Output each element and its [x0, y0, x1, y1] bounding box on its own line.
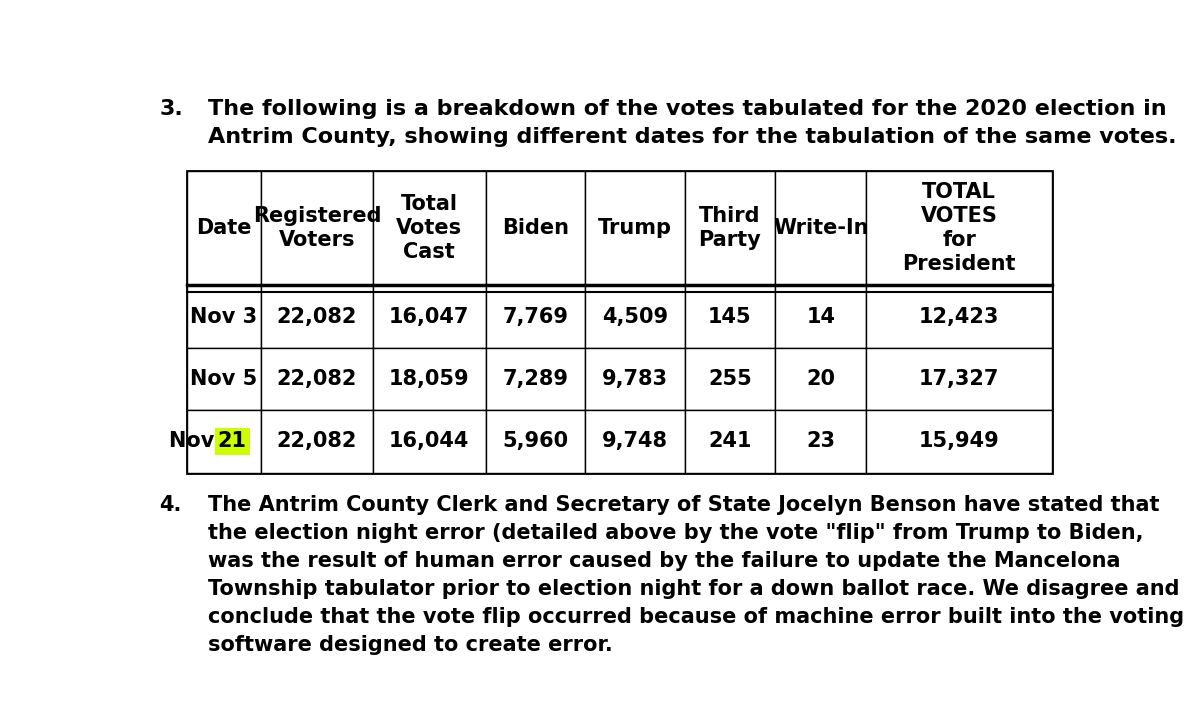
- Text: Trump: Trump: [598, 218, 672, 238]
- Text: 21: 21: [218, 431, 247, 451]
- Text: Nov 3: Nov 3: [191, 307, 258, 327]
- Text: 5,960: 5,960: [503, 431, 569, 451]
- Bar: [684, 348, 775, 410]
- Text: 20: 20: [806, 369, 835, 389]
- Text: 17,327: 17,327: [919, 369, 1000, 389]
- Text: Biden: Biden: [502, 218, 569, 238]
- Text: 14: 14: [806, 307, 835, 327]
- Text: Total
Votes
Cast: Total Votes Cast: [396, 194, 462, 262]
- Text: 241: 241: [708, 431, 751, 451]
- Text: 4.: 4.: [160, 495, 181, 515]
- Text: Write-In: Write-In: [773, 218, 869, 238]
- Bar: [187, 170, 260, 285]
- Text: 15,949: 15,949: [919, 431, 1000, 451]
- Bar: [684, 285, 775, 348]
- Bar: [187, 285, 260, 348]
- Text: 255: 255: [708, 369, 751, 389]
- Bar: [187, 348, 260, 410]
- Bar: [684, 170, 775, 285]
- Text: 7,289: 7,289: [503, 369, 569, 389]
- Text: 9,748: 9,748: [601, 431, 667, 451]
- Text: 18,059: 18,059: [389, 369, 469, 389]
- Bar: [775, 348, 866, 410]
- Text: 12,423: 12,423: [919, 307, 1000, 327]
- Text: Registered
Voters: Registered Voters: [253, 206, 382, 250]
- Text: Nov: Nov: [168, 431, 221, 451]
- Bar: [775, 285, 866, 348]
- Text: 7,769: 7,769: [503, 307, 569, 327]
- Text: 4,509: 4,509: [601, 307, 668, 327]
- Text: 3.: 3.: [160, 99, 184, 119]
- Text: 9,783: 9,783: [601, 369, 667, 389]
- Text: 22,082: 22,082: [277, 307, 358, 327]
- Bar: [775, 170, 866, 285]
- Bar: [775, 410, 866, 473]
- Text: The Antrim County Clerk and Secretary of State Jocelyn Benson have stated that
t: The Antrim County Clerk and Secretary of…: [208, 495, 1183, 655]
- Text: 16,044: 16,044: [389, 431, 469, 451]
- Text: 23: 23: [806, 431, 835, 451]
- Text: Third
Party: Third Party: [698, 206, 761, 250]
- Text: Date: Date: [197, 218, 252, 238]
- Text: 16,047: 16,047: [389, 307, 469, 327]
- Bar: [684, 410, 775, 473]
- Text: Nov 5: Nov 5: [191, 369, 258, 389]
- Text: The following is a breakdown of the votes tabulated for the 2020 election in
Ant: The following is a breakdown of the vote…: [208, 99, 1176, 148]
- Text: 22,082: 22,082: [277, 431, 358, 451]
- Text: 22,082: 22,082: [277, 369, 358, 389]
- Text: TOTAL
VOTES
for
President: TOTAL VOTES for President: [902, 182, 1016, 274]
- Text: 145: 145: [708, 307, 751, 327]
- Bar: [187, 410, 260, 473]
